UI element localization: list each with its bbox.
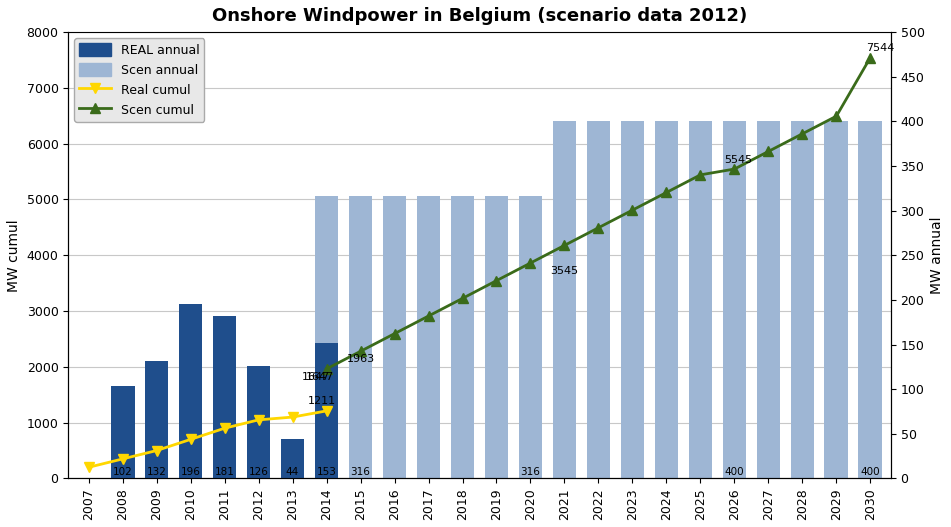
Text: 132: 132 xyxy=(146,467,166,477)
Bar xyxy=(213,316,237,479)
Bar xyxy=(382,197,406,479)
Bar xyxy=(756,121,781,479)
Text: 44: 44 xyxy=(286,467,300,477)
Y-axis label: MW annual: MW annual xyxy=(930,217,944,294)
Text: 316: 316 xyxy=(351,467,371,477)
Text: 7544: 7544 xyxy=(866,43,895,53)
Bar xyxy=(723,121,747,479)
Bar xyxy=(859,121,883,479)
Bar xyxy=(485,197,509,479)
Bar xyxy=(689,121,712,479)
Bar xyxy=(790,121,814,479)
Bar xyxy=(110,386,134,479)
Bar xyxy=(417,197,440,479)
Bar xyxy=(587,121,611,479)
Bar xyxy=(145,362,168,479)
Text: 196: 196 xyxy=(181,467,201,477)
Legend: REAL annual, Scen annual, Real cumul, Scen cumul: REAL annual, Scen annual, Real cumul, Sc… xyxy=(74,38,204,122)
Bar xyxy=(315,197,339,479)
Text: 1647: 1647 xyxy=(305,372,334,382)
Title: Onshore Windpower in Belgium (scenario data 2012): Onshore Windpower in Belgium (scenario d… xyxy=(212,7,747,25)
Text: 1647: 1647 xyxy=(302,372,331,382)
Bar xyxy=(315,343,339,479)
Bar xyxy=(451,197,475,479)
Bar xyxy=(281,439,304,479)
Text: 3545: 3545 xyxy=(551,266,578,276)
Text: 400: 400 xyxy=(861,467,881,477)
Bar xyxy=(825,121,848,479)
Text: 102: 102 xyxy=(113,467,132,477)
Text: 5545: 5545 xyxy=(724,154,752,164)
Bar xyxy=(621,121,645,479)
Text: 181: 181 xyxy=(215,467,235,477)
Bar xyxy=(246,366,270,479)
Bar xyxy=(179,304,203,479)
Text: 1211: 1211 xyxy=(307,396,336,406)
Text: 1963: 1963 xyxy=(346,355,375,365)
Bar xyxy=(349,197,373,479)
Text: 126: 126 xyxy=(248,467,268,477)
Y-axis label: MW cumul: MW cumul xyxy=(7,219,21,291)
Bar xyxy=(654,121,678,479)
Text: 400: 400 xyxy=(725,467,745,477)
Text: 153: 153 xyxy=(317,467,337,477)
Bar xyxy=(518,197,542,479)
Bar xyxy=(553,121,576,479)
Text: 316: 316 xyxy=(520,467,540,477)
